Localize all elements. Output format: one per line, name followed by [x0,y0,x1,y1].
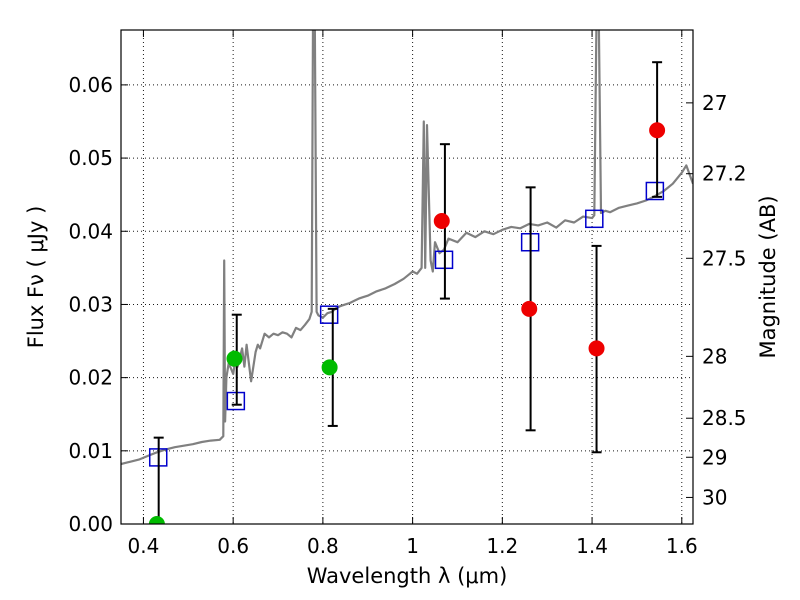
model-box-point [585,209,604,229]
mag-tick-label: 28.5 [702,406,747,430]
model-box-point [319,305,339,324]
x-tick-label: 1.6 [666,534,698,558]
red-photometry-point [433,213,450,230]
spectrum-line [121,30,693,466]
mag-tick-label: 27 [702,91,727,115]
mag-tick-label: 30 [702,485,727,509]
x-axis-label: Wavelength λ (μm) [307,564,508,588]
y-tick-label: 0.06 [68,73,113,97]
plot-area [121,30,693,524]
y-axis-label: Flux Fν ( μJy ) [24,206,48,349]
mag-tick-label: 29 [702,445,727,469]
red-photometry-point [521,300,538,317]
axis-ticks: 0.4 0.6 0.8 1 1.2 1.4 1.6 0.00 0.01 0.02 0.03 0.04 0… [68,30,747,558]
y-tick-label: 0.04 [68,219,113,243]
y-tick-label: 0.00 [68,512,113,536]
green-photometry-point [148,516,165,524]
model-box-point [645,181,665,201]
red-photometry-point [588,340,605,357]
x-tick-label: 0.8 [307,534,339,558]
y-tick-label: 0.03 [68,292,113,316]
red-photometry-point [649,122,666,139]
x-tick-label: 0.4 [128,534,160,558]
y-tick-label: 0.01 [68,439,113,463]
y2-axis-label: Magnitude (AB) [756,195,780,358]
mag-tick-label: 28 [702,344,727,368]
green-photometry-point [321,359,338,376]
plot-frame [120,29,694,525]
x-tick-label: 1 [406,534,419,558]
green-photometry-point [226,350,243,367]
mag-tick-label: 27.2 [702,162,747,186]
x-tick-label: 0.6 [217,534,249,558]
mag-tick-label: 27.5 [702,246,747,270]
x-tick-label: 1.2 [486,534,518,558]
errorbar [153,436,164,524]
y-tick-label: 0.02 [68,366,113,390]
x-tick-label: 1.4 [576,534,608,558]
y-tick-label: 0.05 [68,146,113,170]
axis-labels: Wavelength λ (μm) Flux Fν ( μJy ) Magnit… [24,195,780,588]
